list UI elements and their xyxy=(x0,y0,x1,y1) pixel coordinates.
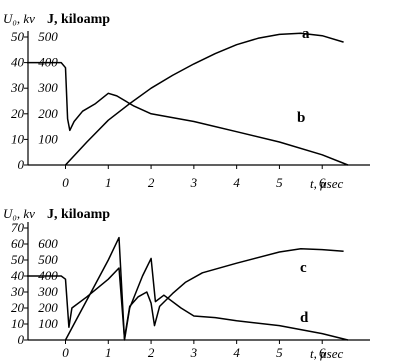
y-right-tick-label: 200 xyxy=(38,300,58,315)
y-left-tick-label: 30 xyxy=(10,80,25,95)
y-left-tick-label: 10 xyxy=(11,316,25,331)
series-b-label: b xyxy=(297,110,305,126)
y-left-tick-label: 0 xyxy=(18,157,25,172)
y-left-tick-label: 70 xyxy=(11,220,25,235)
y-left-tick-label: 20 xyxy=(11,106,25,121)
bottom-xlabel: t, μsec xyxy=(310,346,343,361)
top-xlabel: t, μsec xyxy=(310,176,343,191)
top-panel: U₀, kv J, kiloamp t, μsec 01020304050100… xyxy=(3,11,370,191)
y-right-tick-label: 300 xyxy=(37,284,58,299)
top-ylabel-left: U₀, kv xyxy=(3,11,35,26)
y-left-tick-label: 50 xyxy=(11,252,25,267)
series-d-line xyxy=(64,236,349,341)
y-right-tick-label: 500 xyxy=(38,252,58,267)
y-left-tick-label: 40 xyxy=(11,55,25,70)
x-tick-label: 6 xyxy=(319,345,326,360)
y-left-tick-label: 30 xyxy=(10,284,25,299)
x-tick-label: 3 xyxy=(190,345,198,360)
series-a-label: a xyxy=(302,26,310,42)
x-tick-label: 2 xyxy=(148,175,155,190)
x-tick-label: 0 xyxy=(62,175,69,190)
y-left-tick-label: 40 xyxy=(11,268,25,283)
x-tick-label: 2 xyxy=(148,345,155,360)
x-tick-label: 5 xyxy=(276,175,283,190)
y-right-tick-label: 300 xyxy=(37,80,58,95)
series-c-line xyxy=(27,248,344,340)
y-left-tick-label: 60 xyxy=(11,236,25,251)
series-c-label: c xyxy=(300,260,307,276)
x-tick-label: 3 xyxy=(190,175,198,190)
top-ylabel-right: J, kiloamp xyxy=(47,12,110,27)
series-a-line xyxy=(64,32,344,166)
bottom-panel: U₀, kv J, kiloamp t, μsec 01020304050607… xyxy=(3,206,370,361)
y-left-tick-label: 50 xyxy=(11,29,25,44)
x-tick-label: 4 xyxy=(233,345,240,360)
series-d-label: d xyxy=(300,310,309,326)
y-right-tick-label: 200 xyxy=(38,106,58,121)
bottom-ylabel-right: J, kiloamp xyxy=(47,207,110,222)
series-b-line xyxy=(27,61,349,166)
bottom-ylabel-left: U₀, kv xyxy=(3,206,35,221)
x-tick-label: 6 xyxy=(319,175,326,190)
x-tick-label: 5 xyxy=(276,345,283,360)
y-left-tick-label: 20 xyxy=(11,300,25,315)
y-left-tick-label: 0 xyxy=(18,332,25,347)
x-tick-label: 1 xyxy=(105,175,112,190)
x-tick-label: 4 xyxy=(233,175,240,190)
y-right-tick-label: 100 xyxy=(38,316,58,331)
y-right-tick-label: 100 xyxy=(38,131,58,146)
y-right-tick-label: 600 xyxy=(38,236,58,251)
x-tick-label: 0 xyxy=(62,345,69,360)
x-tick-label: 1 xyxy=(105,345,112,360)
y-left-tick-label: 10 xyxy=(11,131,25,146)
y-right-tick-label: 500 xyxy=(38,29,58,44)
